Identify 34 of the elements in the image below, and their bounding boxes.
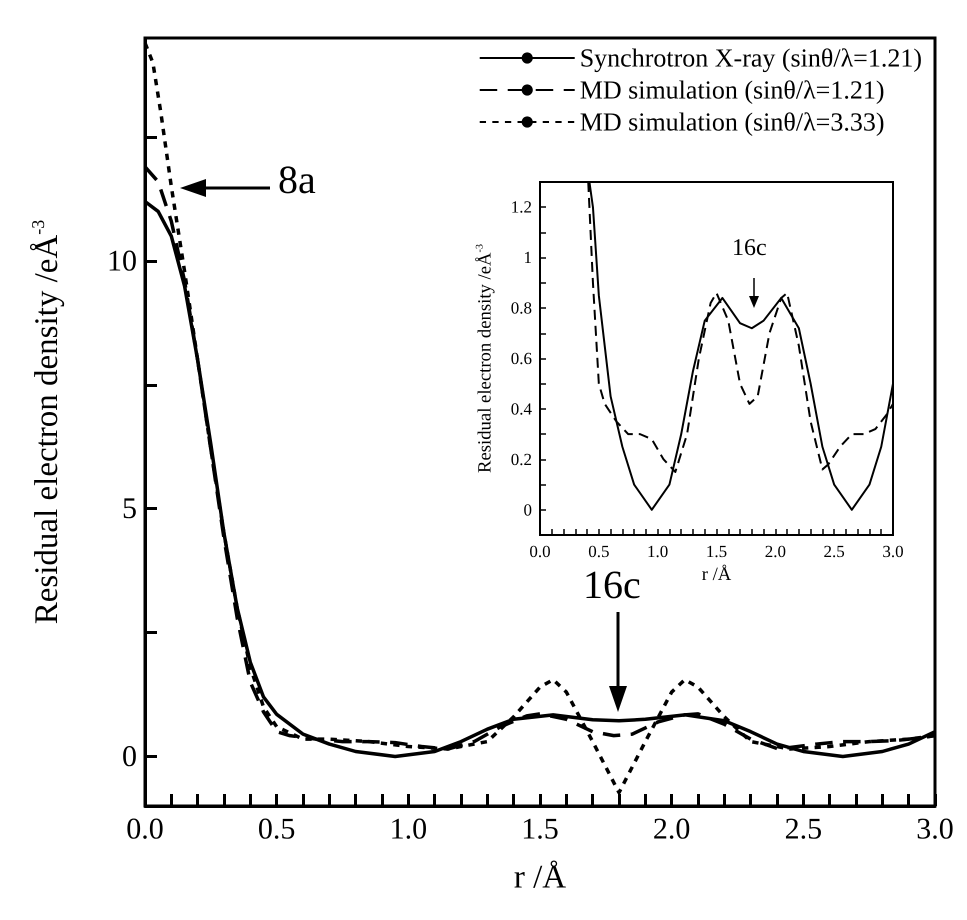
y-axis-title: Residual electron density /eÅ-3 [474, 244, 496, 474]
y-tick-label: 0.6 [510, 349, 532, 368]
y-tick-label: 1.2 [510, 198, 532, 217]
y-tick-label: 0.2 [510, 450, 532, 469]
x-tick-label: 1.0 [390, 812, 428, 846]
legend-label: MD simulation (sinθ/λ=1.21) [580, 76, 885, 104]
x-tick-label: 0.0 [126, 812, 164, 846]
x-tick-label: 0.5 [588, 542, 610, 561]
x-tick-label: 3.0 [916, 812, 954, 846]
x-tick-label: 2.0 [764, 542, 786, 561]
y-tick-label: 10 [107, 244, 137, 278]
legend-label: Synchrotron X-ray (sinθ/λ=1.21) [580, 44, 922, 72]
x-axis-title: r /Å [702, 564, 732, 585]
y-tick-label: 0 [122, 740, 137, 773]
x-tick-label: 2.0 [652, 812, 690, 846]
annotation: 16c [583, 562, 641, 607]
x-tick-label: 1.0 [647, 542, 668, 561]
x-tick-label: 2.5 [824, 542, 845, 561]
legend-label: MD simulation (sinθ/λ=3.33) [580, 108, 885, 136]
annotation: 16c [732, 235, 767, 261]
x-tick-label: 0.5 [258, 812, 296, 846]
y-tick-label: 0.8 [510, 298, 532, 318]
x-tick-label: 1.5 [706, 542, 728, 561]
x-tick-label: 0.0 [529, 542, 551, 561]
x-tick-label: 3.0 [882, 542, 904, 561]
annotation: 8a [278, 157, 316, 202]
y-tick-label: 0 [524, 500, 532, 520]
y-tick-label: 1 [524, 248, 532, 268]
y-tick-label: 0.4 [510, 399, 532, 418]
x-tick-label: 2.5 [784, 812, 822, 846]
y-axis-title: Residual electron density /eÅ-3 [28, 220, 65, 624]
x-tick-label: 1.5 [521, 812, 559, 846]
x-axis-title: r /Å [514, 860, 566, 896]
y-tick-label: 5 [122, 492, 137, 526]
